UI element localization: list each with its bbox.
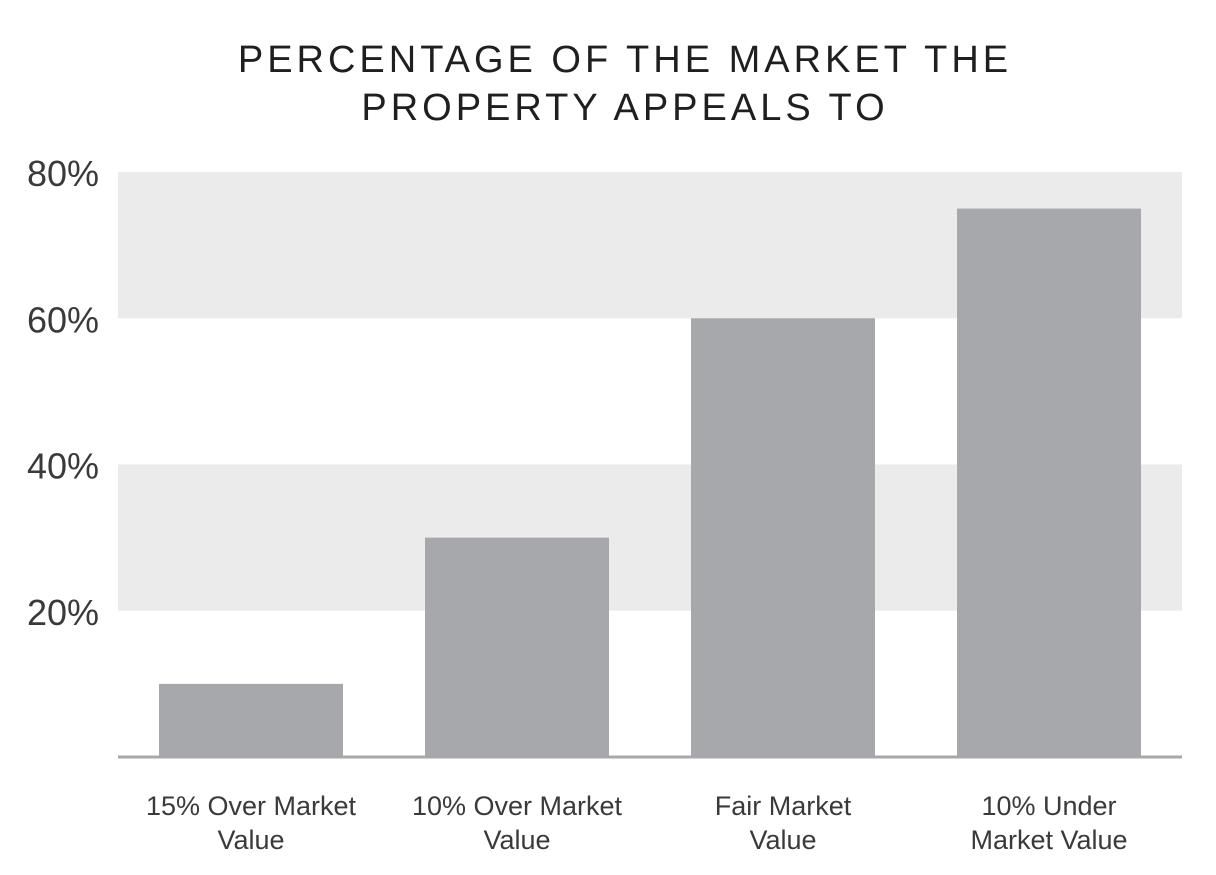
x-category-label: 10% Over Market	[412, 791, 623, 821]
y-axis-ticks: 20% 40% 60% 80%	[27, 153, 99, 633]
bar	[159, 683, 343, 757]
x-category-label: Market Value	[970, 825, 1127, 855]
x-axis-labels: 15% Over Market Value 10% Over Market Value…	[146, 791, 1128, 855]
bar	[425, 537, 609, 757]
y-tick-label: 20%	[27, 592, 99, 633]
x-category-label: Value	[483, 825, 550, 855]
x-category-label: Fair Market	[715, 791, 852, 821]
chart-title-line-1: PERCENTAGE OF THE MARKET THE	[237, 39, 1013, 81]
y-tick-label: 80%	[27, 153, 99, 194]
y-tick-label: 40%	[27, 446, 99, 487]
x-category-label: Value	[217, 825, 284, 855]
x-category-label: 10% Under	[981, 791, 1116, 821]
bar-group	[159, 208, 1141, 757]
chart-title-line-2: PROPERTY APPEALS TO	[361, 87, 889, 129]
bar	[691, 318, 875, 757]
y-tick-label: 60%	[27, 299, 99, 340]
x-category-label: 15% Over Market	[146, 791, 357, 821]
chart-title: PERCENTAGE OF THE MARKET THE PROPERTY AP…	[0, 36, 1216, 132]
bar	[957, 208, 1141, 757]
x-category-label: Value	[749, 825, 816, 855]
